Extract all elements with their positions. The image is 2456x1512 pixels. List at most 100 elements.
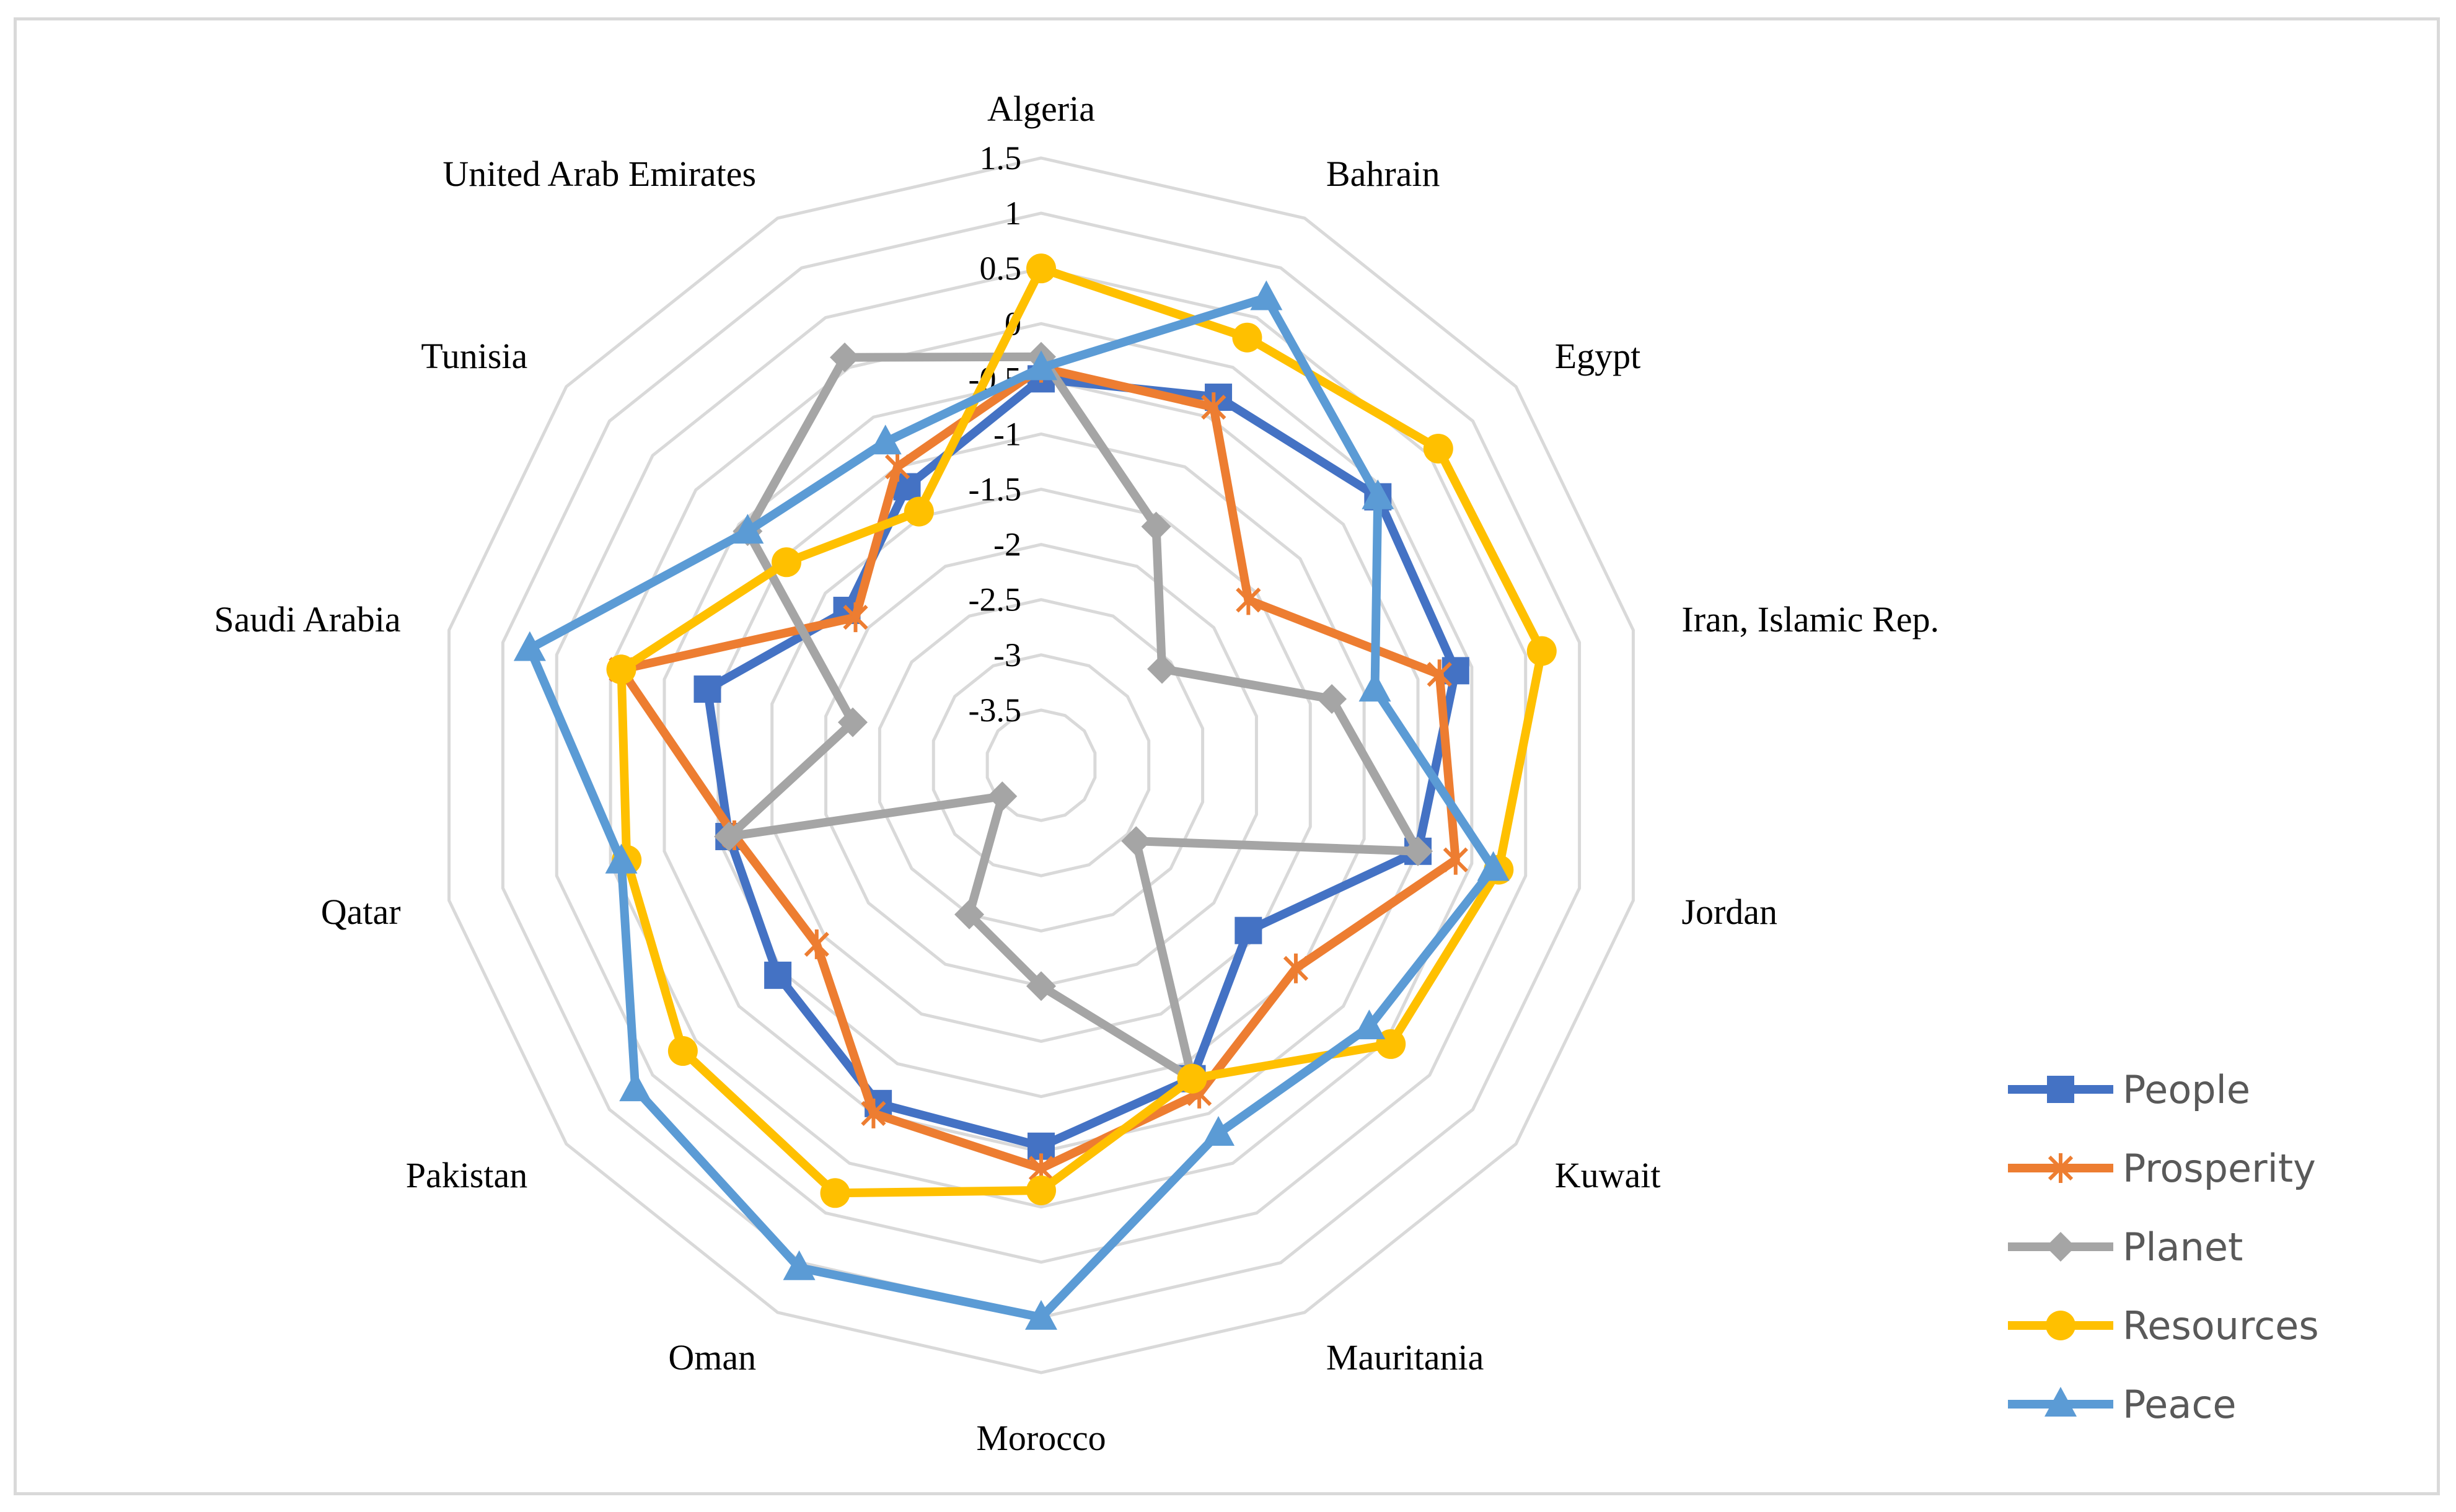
data-point xyxy=(667,1036,698,1066)
category-label: Saudi Arabia xyxy=(214,599,400,640)
data-point xyxy=(1025,1299,1057,1330)
data-point xyxy=(1358,672,1391,702)
tick-label: -1.5 xyxy=(969,471,1021,508)
series-prosperity xyxy=(609,353,1468,1184)
data-point xyxy=(605,843,638,874)
legend-marker xyxy=(2047,1076,2074,1103)
series-peace xyxy=(513,280,1510,1330)
legend-item-peace[interactable]: Peace xyxy=(2008,1382,2237,1427)
category-label: Pakistan xyxy=(406,1155,528,1195)
grid-ring xyxy=(985,708,1097,822)
data-point xyxy=(1362,479,1394,509)
legend-label: Prosperity xyxy=(2123,1146,2316,1191)
tick-label: 1.5 xyxy=(980,139,1022,177)
category-label: Kuwait xyxy=(1555,1155,1661,1195)
category-label: Iran, Islamic Rep. xyxy=(1681,599,1939,640)
data-point xyxy=(820,1178,850,1208)
data-point xyxy=(1423,433,1453,464)
data-point xyxy=(837,707,868,737)
data-point xyxy=(693,675,721,703)
data-point xyxy=(1026,1176,1056,1205)
data-point xyxy=(954,899,985,930)
data-point xyxy=(1202,1115,1235,1146)
data-point xyxy=(1141,511,1171,542)
data-point xyxy=(764,961,792,989)
tick-label: -3 xyxy=(993,636,1021,674)
series-lines xyxy=(513,253,1557,1330)
series-planet xyxy=(714,341,1433,1094)
series-line xyxy=(617,363,1460,1173)
tick-label: -2.5 xyxy=(969,581,1021,618)
grid-ring xyxy=(609,322,1474,1209)
radial-axis-ticks: 1.510.50-0.5-1-1.5-2-2.5-3-3.5 xyxy=(969,139,1021,729)
data-point xyxy=(904,496,934,527)
category-label: Bahrain xyxy=(1326,154,1440,194)
legend-item-people[interactable]: People xyxy=(2008,1067,2250,1112)
tick-label: -2 xyxy=(993,526,1021,563)
data-point xyxy=(731,514,764,544)
legend-label: People xyxy=(2123,1067,2250,1112)
grid-ring xyxy=(770,487,1312,1044)
data-point xyxy=(714,821,744,851)
tick-label: -3.5 xyxy=(969,692,1021,729)
data-point xyxy=(830,342,860,372)
category-labels: Algeria Bahrain Egypt Iran, Islamic Rep. Jor… xyxy=(214,89,1939,1458)
series-resources xyxy=(606,253,1557,1208)
tick-label: 0.5 xyxy=(980,250,1022,287)
legend-item-prosperity[interactable]: Prosperity xyxy=(2008,1146,2316,1191)
data-point xyxy=(1026,253,1056,284)
legend-marker xyxy=(2048,1153,2074,1183)
data-point xyxy=(1236,585,1261,615)
data-point xyxy=(1232,322,1262,353)
data-point xyxy=(772,547,802,578)
grid-ring xyxy=(716,432,1366,1099)
grid-ring xyxy=(824,543,1258,988)
data-point xyxy=(606,654,636,685)
category-label: Jordan xyxy=(1681,892,1777,932)
data-point xyxy=(1235,916,1262,944)
data-point xyxy=(1427,659,1452,690)
legend-marker xyxy=(2046,1232,2075,1262)
data-point xyxy=(861,1098,886,1128)
category-label: Qatar xyxy=(321,892,401,932)
data-point xyxy=(884,452,910,482)
data-point xyxy=(843,602,868,633)
grid-ring xyxy=(662,377,1420,1154)
data-point xyxy=(1526,636,1557,666)
data-point xyxy=(1121,826,1151,856)
data-point xyxy=(1026,971,1056,1001)
legend-marker xyxy=(2044,1387,2077,1417)
data-point xyxy=(1283,953,1309,983)
category-label: Egypt xyxy=(1555,336,1641,376)
grid-ring xyxy=(878,598,1205,933)
data-point xyxy=(987,781,1018,811)
category-label: Morocco xyxy=(976,1418,1106,1458)
legend-item-resources[interactable]: Resources xyxy=(2008,1303,2319,1348)
data-point xyxy=(1201,392,1226,423)
grid-ring xyxy=(555,266,1528,1264)
data-point xyxy=(1177,1063,1207,1094)
legend-label: Peace xyxy=(2123,1382,2237,1427)
data-point xyxy=(1025,350,1057,380)
category-label: Tunisia xyxy=(421,336,527,376)
legend: People Prosperity Planet Resources Peace xyxy=(2008,1067,2319,1427)
grid-ring xyxy=(931,653,1151,877)
data-point xyxy=(1353,1009,1386,1040)
category-label: Mauritania xyxy=(1326,1337,1484,1378)
data-point xyxy=(869,424,902,455)
data-point xyxy=(1403,836,1433,866)
category-label: Oman xyxy=(668,1337,756,1378)
data-point xyxy=(1317,683,1347,714)
data-point xyxy=(1477,851,1510,881)
legend-label: Resources xyxy=(2123,1303,2319,1348)
data-point xyxy=(1443,845,1468,875)
legend-marker xyxy=(2046,1311,2075,1340)
data-point xyxy=(1250,280,1283,310)
legend-item-planet[interactable]: Planet xyxy=(2008,1224,2243,1270)
data-point xyxy=(783,1250,816,1280)
data-point xyxy=(804,929,829,959)
grid-ring xyxy=(447,156,1635,1374)
data-point xyxy=(513,631,546,661)
tick-label: 1 xyxy=(1005,195,1021,232)
